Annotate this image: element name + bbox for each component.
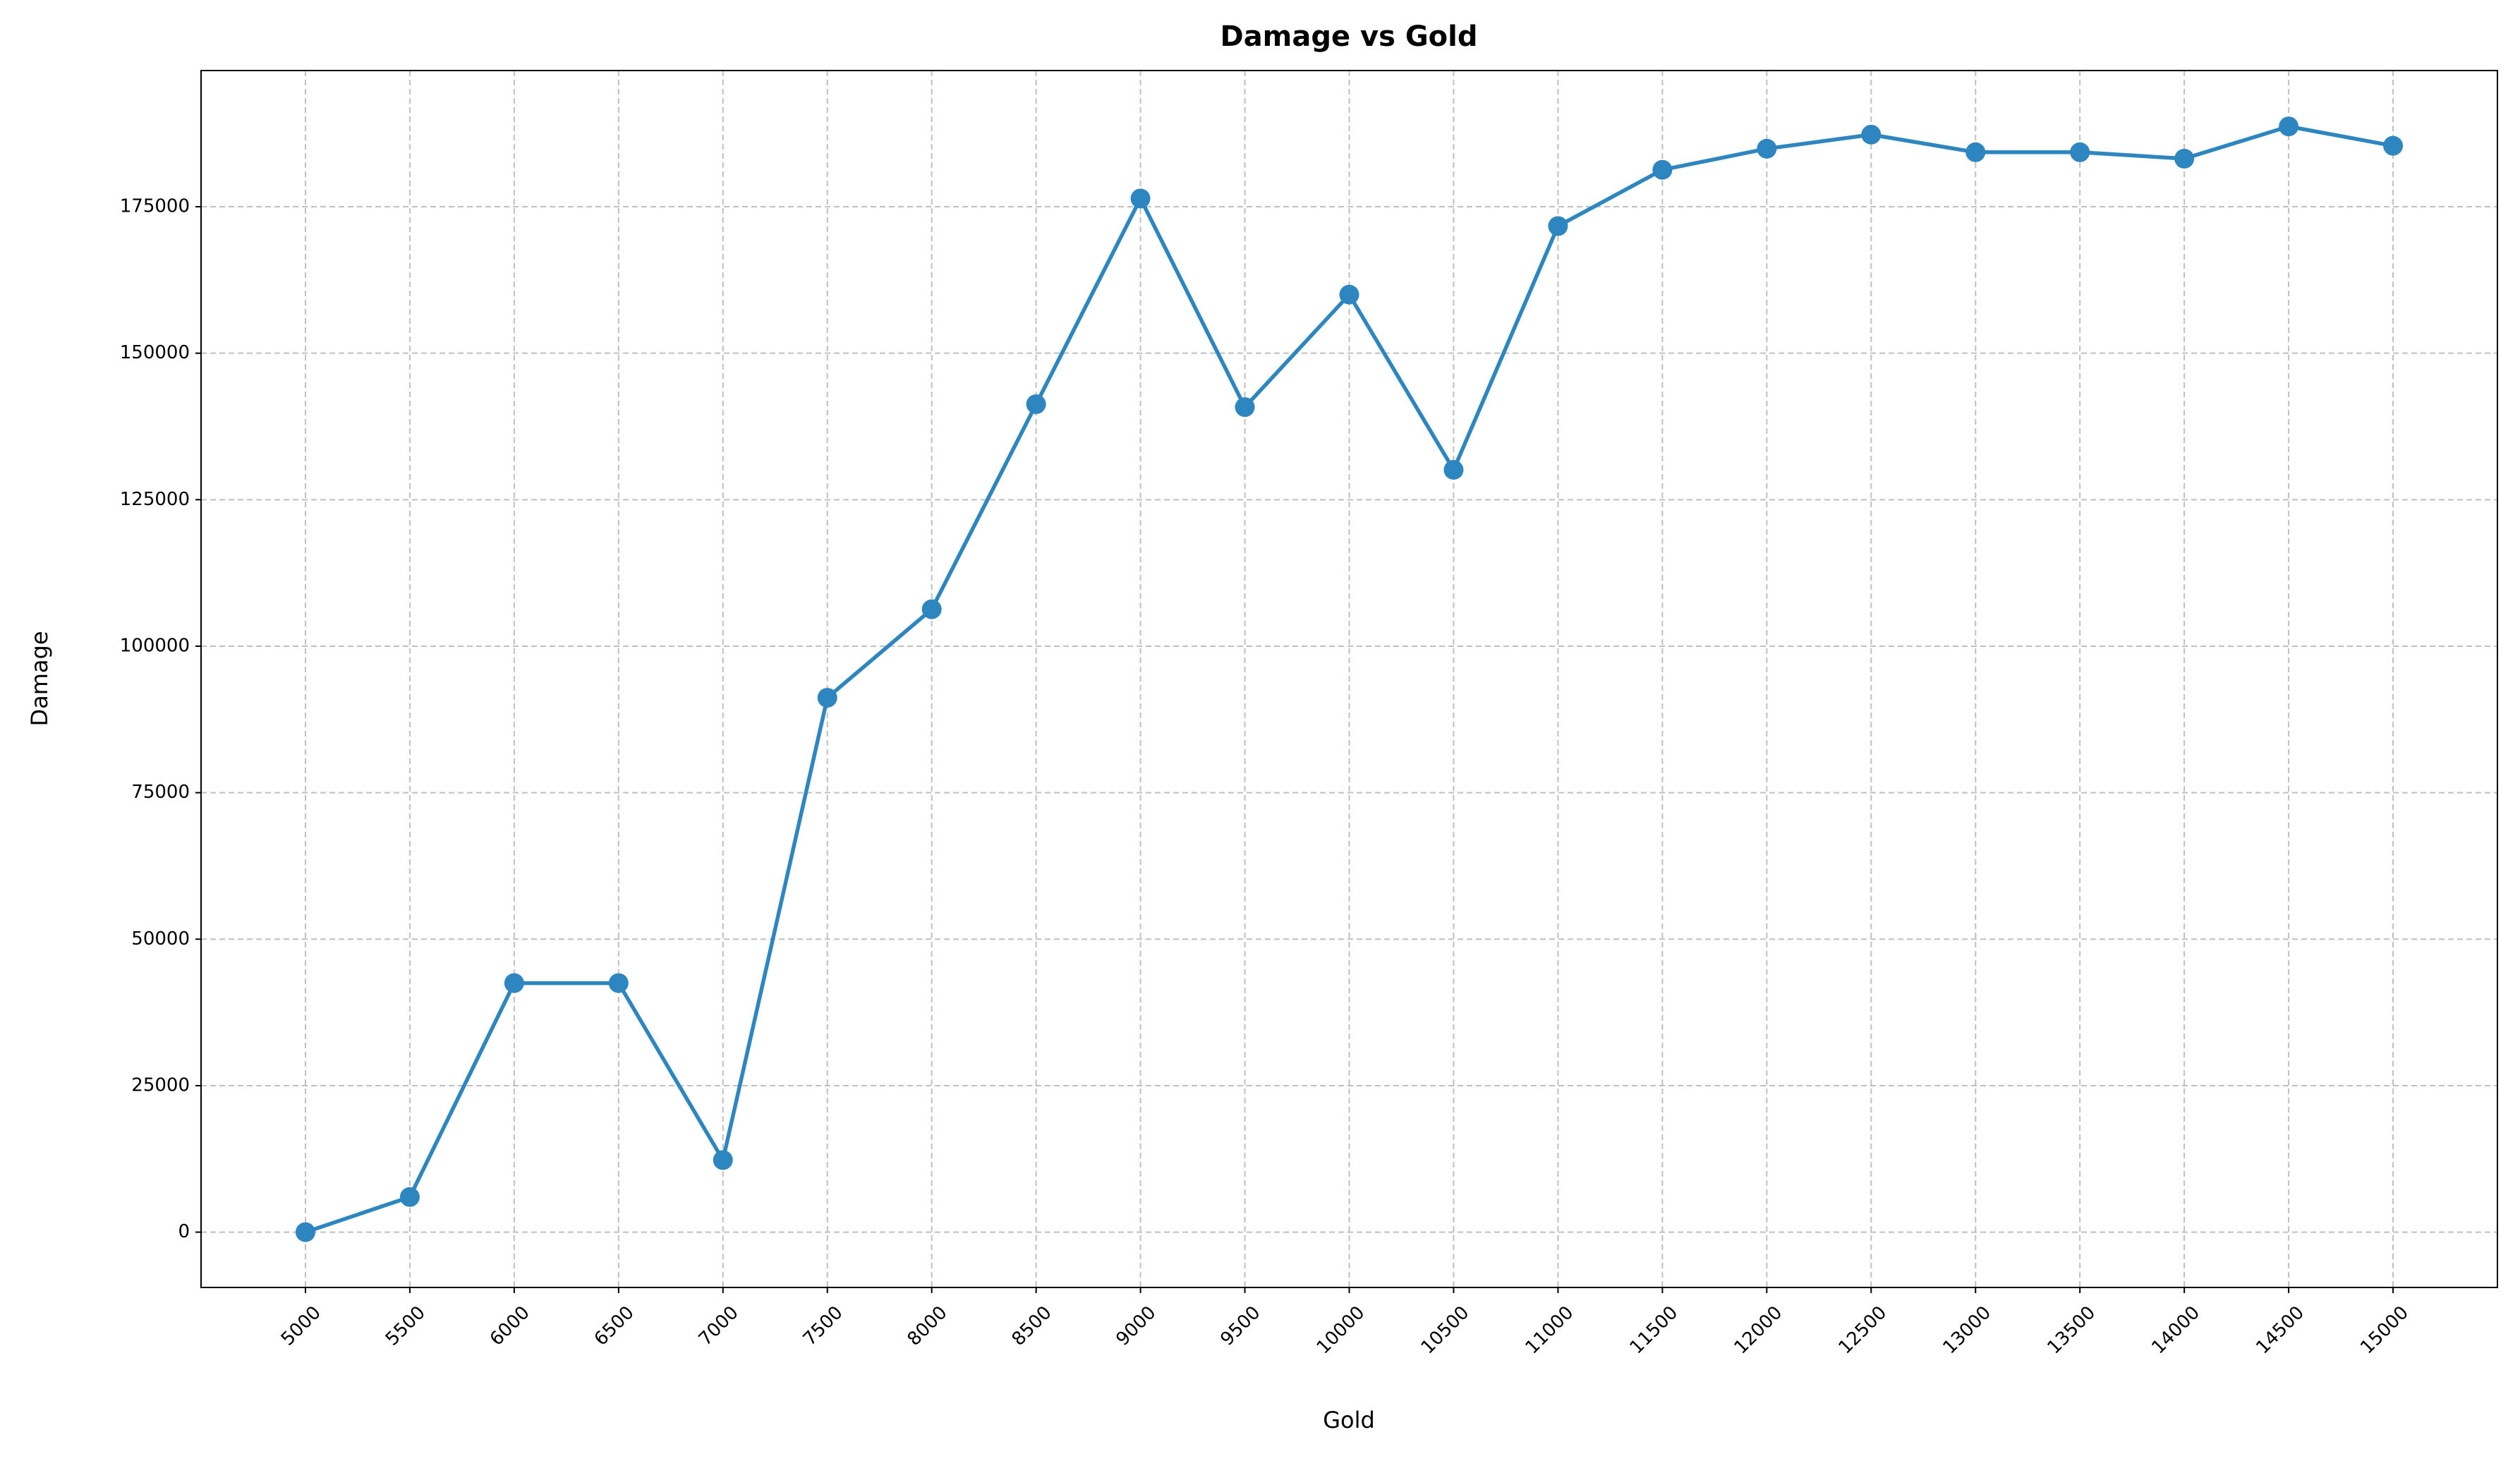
data-point [1235, 397, 1255, 418]
x-axis-label: Gold [1323, 1407, 1375, 1433]
data-point [713, 1150, 733, 1170]
data-point [1130, 188, 1151, 209]
data-point [608, 973, 629, 993]
data-point [2383, 135, 2404, 156]
data-point [399, 1187, 420, 1207]
data-point [295, 1222, 315, 1242]
y-tick-label: 150000 [120, 342, 190, 363]
plot-frame [200, 70, 2498, 1288]
y-tick-label: 75000 [131, 782, 190, 803]
data-point [1652, 159, 1673, 180]
y-tick-label: 25000 [131, 1074, 190, 1096]
data-point [1861, 124, 1882, 145]
chart-title: Damage vs Gold [1220, 20, 1477, 53]
data-point [921, 599, 942, 619]
y-axis-label: Damage [26, 631, 53, 726]
y-tick-label: 0 [178, 1221, 190, 1242]
data-point [1548, 216, 1568, 236]
data-point [2070, 142, 2090, 162]
y-tick-label: 125000 [120, 489, 190, 510]
data-point [817, 688, 837, 708]
y-tick-label: 175000 [120, 196, 190, 217]
data-point [504, 973, 524, 993]
data-point [2279, 116, 2299, 137]
data-point [1757, 138, 1777, 159]
data-point [2174, 148, 2195, 169]
data-point [1339, 284, 1359, 305]
data-point [1443, 459, 1464, 480]
data-point [1965, 142, 1986, 162]
y-tick-label: 50000 [131, 928, 190, 950]
y-tick-label: 100000 [120, 635, 190, 656]
data-point [1026, 394, 1046, 414]
